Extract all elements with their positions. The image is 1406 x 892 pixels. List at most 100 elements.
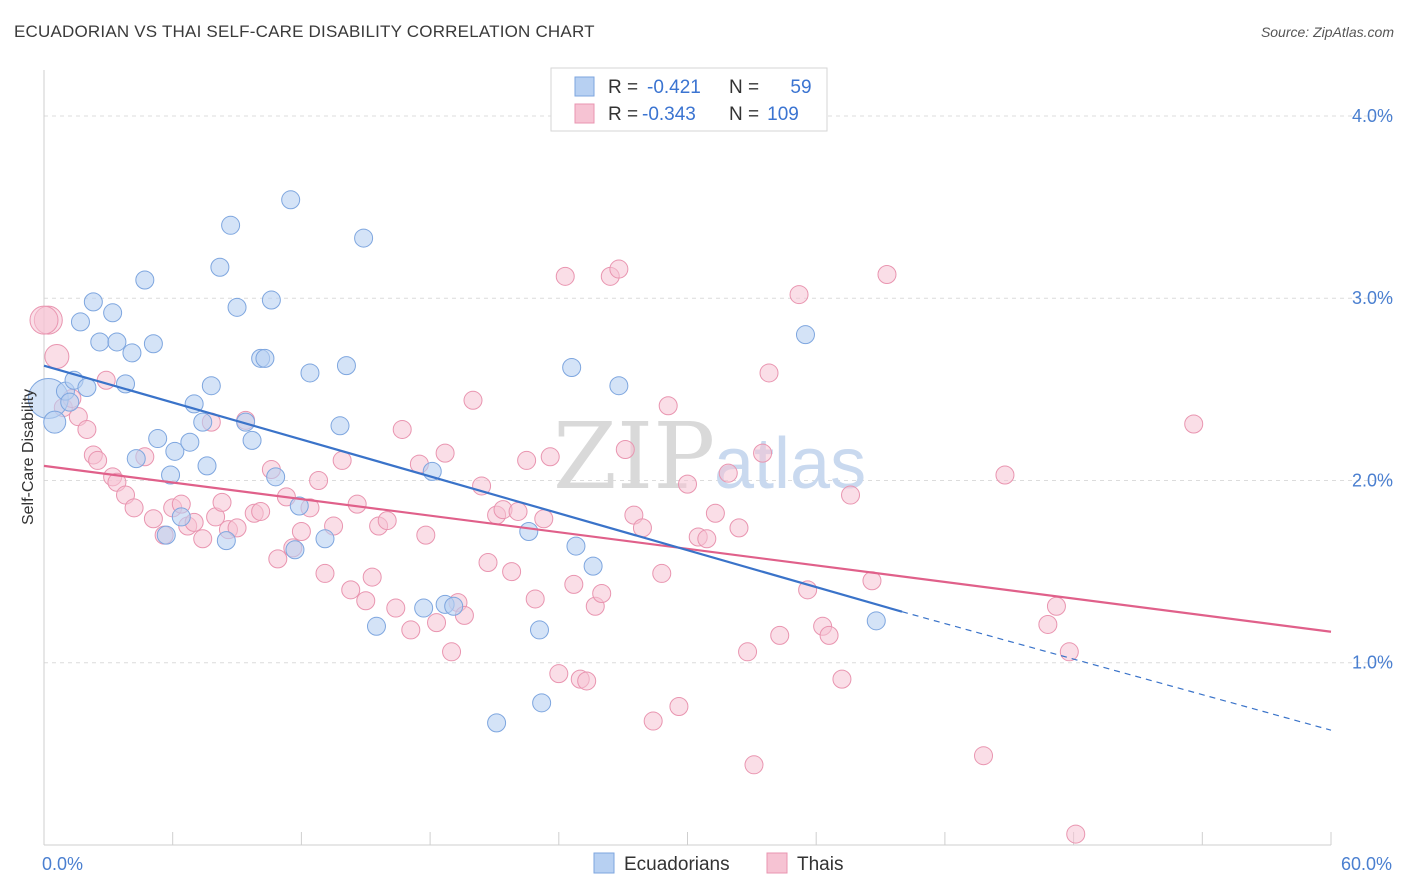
ecuadorians-point bbox=[336, 356, 356, 376]
ecuadorians-point bbox=[201, 376, 221, 396]
thais-point bbox=[356, 591, 376, 611]
thais-point bbox=[555, 266, 575, 286]
thais-point bbox=[592, 583, 612, 603]
thais-point bbox=[534, 509, 554, 529]
thais-point bbox=[841, 485, 861, 505]
thais-point bbox=[770, 625, 790, 645]
thais-point bbox=[386, 598, 406, 618]
ecuadorians-point bbox=[148, 429, 168, 449]
legend-label-ecuadorians: Ecuadorians bbox=[624, 854, 730, 875]
ecuadorians-point bbox=[197, 456, 217, 476]
ecuadorians-point bbox=[156, 525, 176, 545]
ecuadorians-point bbox=[354, 228, 374, 248]
thais-point bbox=[877, 265, 897, 285]
ecuadorians-point bbox=[126, 449, 146, 469]
thais-point bbox=[1038, 614, 1058, 634]
thais-points bbox=[29, 259, 1204, 844]
watermark: ZIP atlas bbox=[553, 403, 866, 510]
thais-point bbox=[508, 501, 528, 521]
thais-point bbox=[44, 344, 70, 370]
thais-point bbox=[540, 447, 560, 467]
ecuadorians-point bbox=[193, 412, 213, 432]
ecuadorians-point bbox=[300, 363, 320, 383]
thais-point bbox=[1184, 414, 1204, 434]
legend-swatch-thais bbox=[766, 852, 788, 874]
thais-point bbox=[658, 396, 678, 416]
ecuadorians-point bbox=[161, 465, 181, 485]
ecuadorians-point bbox=[171, 507, 191, 527]
thais-point bbox=[643, 711, 663, 731]
thais-point bbox=[517, 450, 537, 470]
legend-r-label-1: R = bbox=[608, 77, 638, 98]
ecuadorians-point bbox=[83, 292, 103, 312]
thais-point bbox=[227, 518, 247, 538]
thais-point bbox=[729, 518, 749, 538]
thais-point bbox=[718, 463, 738, 483]
legend-label-thais: Thais bbox=[797, 854, 843, 875]
gridlines bbox=[44, 115, 1392, 664]
thais-point bbox=[525, 589, 545, 609]
ecuadorians-point bbox=[143, 334, 163, 354]
thais-point bbox=[29, 305, 59, 335]
thais-point bbox=[995, 465, 1015, 485]
ecuadorians-point bbox=[562, 357, 582, 377]
watermark-atlas: atlas bbox=[714, 424, 866, 504]
ecuadorians-point bbox=[236, 412, 256, 432]
x-tick-label-max: 60.0% bbox=[1341, 854, 1392, 874]
ecuadorians-point bbox=[60, 392, 80, 412]
y-axis-label: Self-Care Disability bbox=[20, 389, 37, 525]
series-legend: Ecuadorians Thais bbox=[593, 852, 843, 875]
thais-point bbox=[442, 642, 462, 662]
thais-point bbox=[291, 522, 311, 542]
thais-point bbox=[309, 470, 329, 490]
thais-point bbox=[392, 419, 412, 439]
y-tick-label: 1.0% bbox=[1352, 653, 1393, 673]
ecuadorians-point bbox=[90, 332, 110, 352]
ecuadorians-point bbox=[795, 325, 815, 345]
thais-point bbox=[789, 285, 809, 305]
ecuadorians-point bbox=[414, 598, 434, 618]
thais-point bbox=[416, 525, 436, 545]
watermark-zip: ZIP bbox=[553, 403, 715, 510]
thais-point bbox=[669, 696, 689, 716]
y-tick-label: 3.0% bbox=[1352, 288, 1393, 308]
ecuadorians-point bbox=[221, 215, 241, 235]
thais-point bbox=[577, 671, 597, 691]
thais-point bbox=[332, 450, 352, 470]
thais-point bbox=[678, 474, 697, 494]
thais-point bbox=[1059, 642, 1079, 662]
legend-n-value-1: 59 bbox=[790, 77, 811, 98]
thais-point bbox=[744, 755, 764, 775]
ecuadorians-point bbox=[165, 441, 185, 461]
thais-point bbox=[88, 450, 108, 470]
x-ticks bbox=[43, 832, 1332, 845]
legend-r-label-2: R = bbox=[608, 104, 638, 125]
thais-point bbox=[632, 518, 652, 538]
thais-point bbox=[124, 498, 144, 518]
ecuadorians-point bbox=[532, 693, 552, 713]
ecuadorians-point bbox=[103, 303, 123, 323]
x-tick-label-min: 0.0% bbox=[42, 854, 83, 874]
legend-swatch-ecuadorians bbox=[593, 852, 615, 874]
ecuadorians-point bbox=[255, 348, 275, 368]
legend-n-label-2: N = bbox=[729, 104, 759, 125]
source-label: Source: ZipAtlas.com bbox=[1260, 24, 1394, 40]
trend-lines bbox=[43, 364, 1332, 731]
thais-point bbox=[193, 529, 213, 549]
thais-point bbox=[564, 574, 584, 594]
ecuadorians-point bbox=[227, 297, 247, 317]
ecuadorians-point bbox=[519, 522, 539, 542]
thais-point bbox=[1046, 596, 1066, 616]
thais-point bbox=[832, 669, 852, 689]
legend-r-value-2: -0.343 bbox=[642, 104, 696, 125]
ecuadorians-point bbox=[583, 556, 603, 576]
chart-title: ECUADORIAN VS THAI SELF-CARE DISABILITY … bbox=[14, 22, 595, 41]
thais-point bbox=[362, 567, 382, 587]
ecuadorians-point bbox=[285, 540, 305, 560]
ecuadorians-point bbox=[529, 620, 549, 640]
thais-point bbox=[705, 503, 725, 523]
thais-point bbox=[609, 259, 629, 279]
ecuadorians-point bbox=[281, 190, 301, 210]
ecuadorians-point bbox=[366, 616, 386, 636]
